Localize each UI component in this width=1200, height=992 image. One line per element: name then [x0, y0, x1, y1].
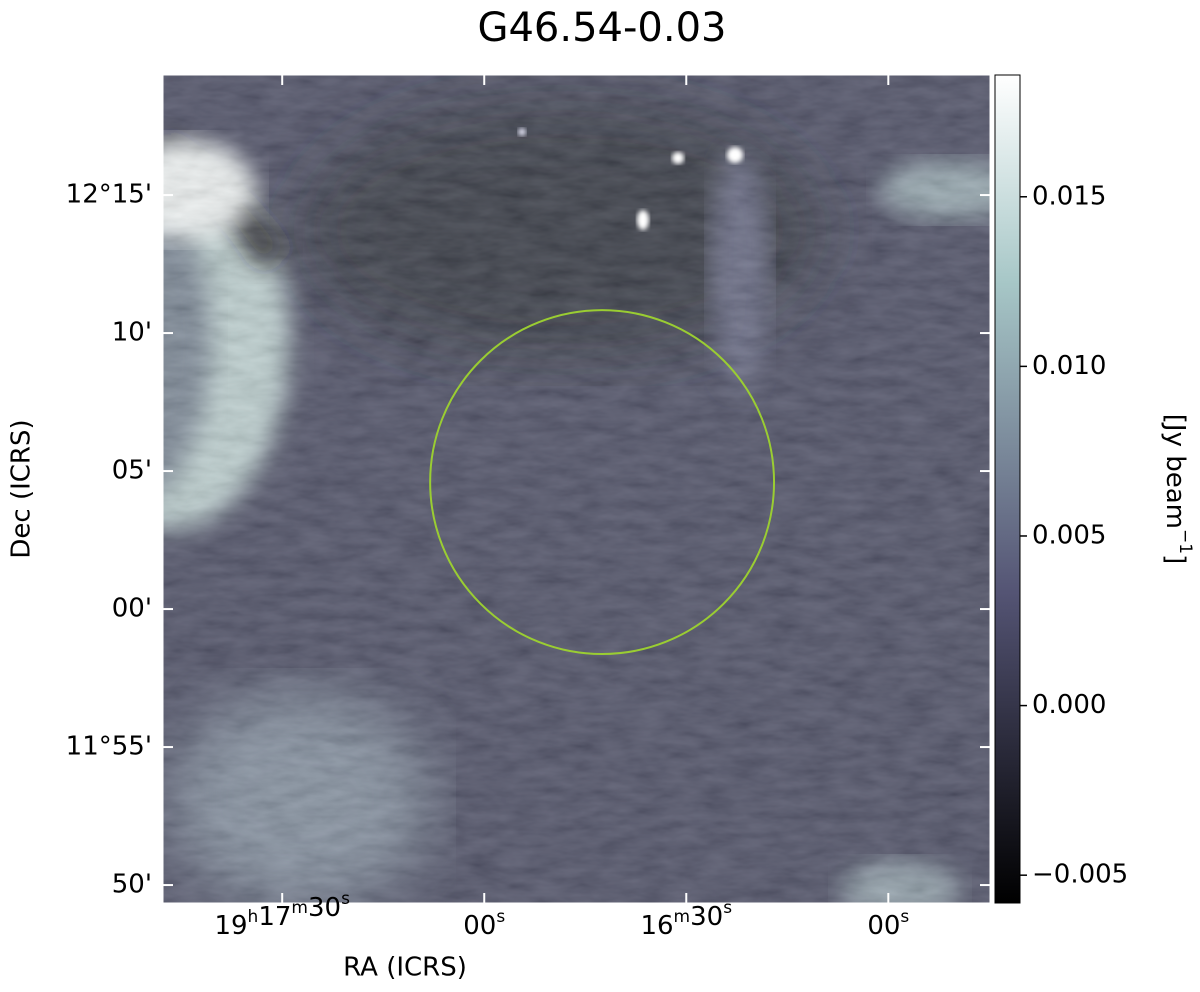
chart-title: G46.54-0.03	[477, 5, 726, 51]
colorbar-tick-label: 0.015	[1032, 181, 1106, 211]
y-tick-label: 05'	[112, 456, 152, 486]
x-tick-label: 00s	[463, 907, 505, 941]
y-tick-label: 10'	[112, 318, 152, 348]
x-tick-label: 16m30s	[640, 898, 732, 941]
x-tick-label: 19h17m30s	[214, 889, 350, 941]
colorbar-tick-label: 0.010	[1032, 351, 1106, 381]
x-tick-label: 00s	[867, 907, 909, 941]
y-tick-label: 12°15'	[66, 180, 152, 210]
y-tick-label: 50'	[112, 870, 152, 900]
colorbar-tick-label: −0.005	[1032, 860, 1128, 890]
colorbar-tick-label: 0.000	[1032, 690, 1106, 720]
sky-image	[163, 75, 990, 903]
colorbar-label: [Jy beam−1]	[1161, 414, 1196, 564]
y-axis-label: Dec (ICRS)	[7, 419, 37, 558]
plot-frame	[162, 74, 991, 904]
y-tick-label: 11°55'	[66, 732, 152, 762]
colorbar-tick-label: 0.005	[1032, 520, 1106, 550]
x-axis-label: RA (ICRS)	[343, 953, 467, 983]
y-tick-label: 00'	[112, 594, 152, 624]
region-circle	[429, 309, 776, 656]
colorbar	[994, 74, 1021, 904]
